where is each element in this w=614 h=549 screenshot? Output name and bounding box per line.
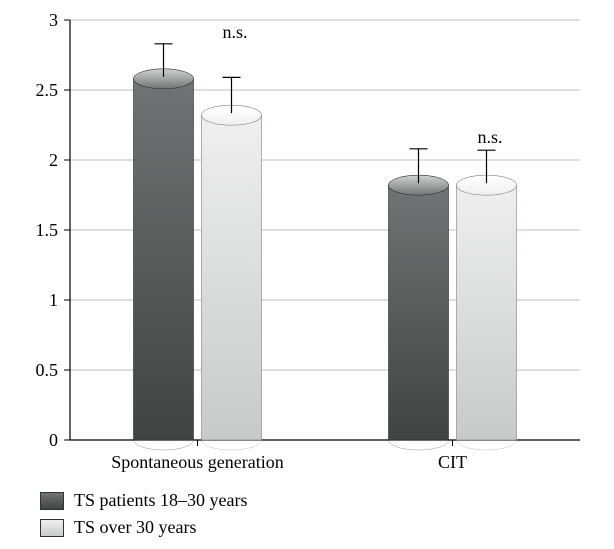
y-tick-label: 2	[49, 150, 58, 170]
chart-svg: 0 0.5 1 1.5 2 2.5 3 n.s. Spontaneous generation n…	[0, 0, 614, 549]
bar	[134, 79, 194, 440]
legend-swatch	[40, 492, 64, 510]
bar	[389, 185, 449, 440]
legend-label: TS over 30 years	[74, 517, 196, 538]
y-tick-label: 0.5	[36, 360, 59, 380]
y-tick-label: 3	[49, 10, 58, 30]
x-category-label: CIT	[438, 452, 467, 472]
legend: TS patients 18–30 years TS over 30 years	[40, 490, 247, 544]
significance-annotation: n.s.	[223, 22, 248, 42]
bar	[202, 115, 262, 440]
y-tick-label: 1.5	[36, 220, 59, 240]
legend-label: TS patients 18–30 years	[74, 490, 247, 511]
legend-item: TS over 30 years	[40, 517, 247, 538]
significance-annotation: n.s.	[478, 127, 503, 147]
bar-chart: 0 0.5 1 1.5 2 2.5 3 n.s. Spontaneous generation n…	[0, 0, 614, 549]
y-tick-label: 1	[49, 290, 58, 310]
legend-item: TS patients 18–30 years	[40, 490, 247, 511]
y-tick-label: 0	[49, 430, 58, 450]
bar	[457, 185, 517, 440]
x-category-label: Spontaneous generation	[111, 452, 283, 472]
y-tick-label: 2.5	[36, 80, 59, 100]
legend-swatch	[40, 519, 64, 537]
